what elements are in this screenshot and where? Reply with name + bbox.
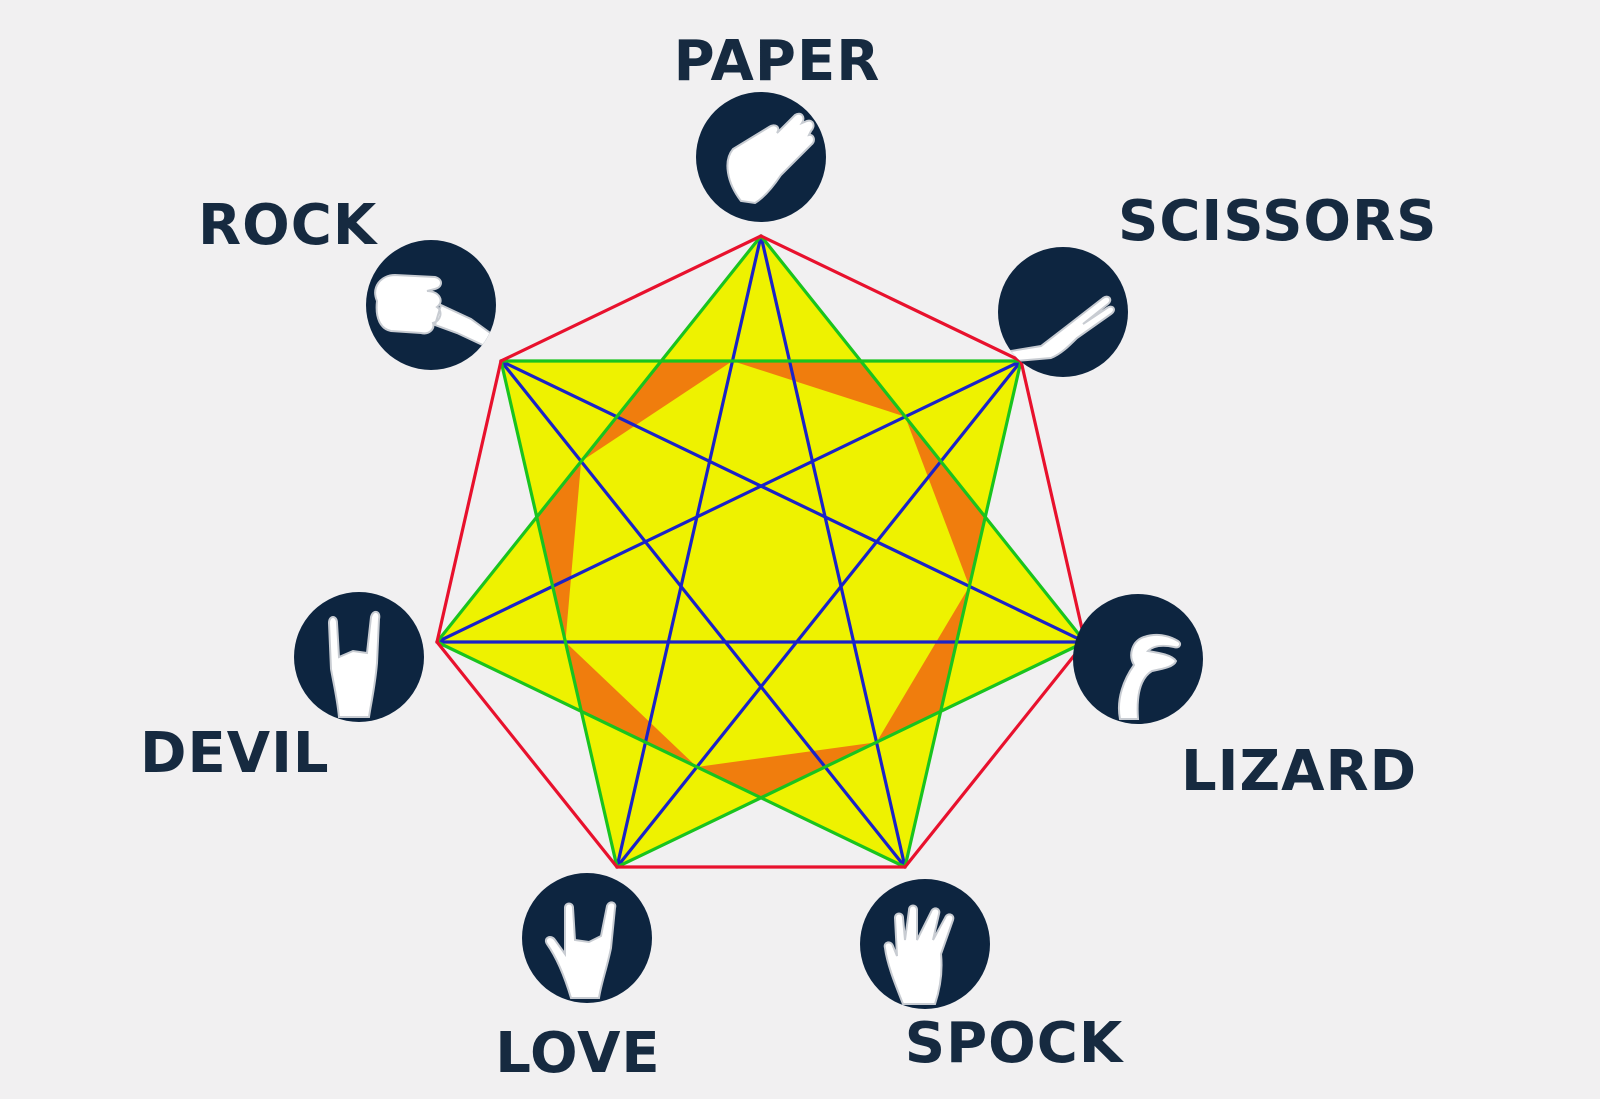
center-triangle xyxy=(876,586,970,743)
blue-heptagram-edge xyxy=(615,359,1023,869)
i-love-you-hand-icon xyxy=(545,901,617,999)
horns-hand-icon xyxy=(327,611,381,718)
label-scissors: SCISSORS xyxy=(1118,189,1437,254)
gesture-love xyxy=(522,873,652,1003)
center-triangle xyxy=(536,461,582,642)
green-heptagram-edge xyxy=(615,640,1087,869)
green-heptagram-edge xyxy=(435,234,763,644)
label-spock: SPOCK xyxy=(905,1011,1125,1076)
pinch-hand-icon xyxy=(1118,633,1182,720)
flat-hand-icon xyxy=(726,112,815,205)
red-heptagon-edge xyxy=(435,640,619,869)
center-triangle xyxy=(581,361,733,462)
red-heptagon-edge xyxy=(759,234,1023,363)
green-heptagram-edge xyxy=(499,359,619,869)
gesture-paper xyxy=(696,92,826,222)
center-triangle xyxy=(905,416,986,587)
blue-heptagram-edge xyxy=(759,234,907,869)
green-heptagram-edge xyxy=(435,640,907,869)
blue-heptagram-edge xyxy=(435,359,1023,644)
gesture-rock xyxy=(366,240,496,370)
icon-disc xyxy=(998,247,1128,377)
red-heptagon-edge xyxy=(903,640,1087,869)
center-triangle xyxy=(696,742,877,798)
vulcan-salute-hand-icon xyxy=(883,904,955,1005)
center-triangle xyxy=(732,361,906,417)
label-love: LOVE xyxy=(495,1021,660,1086)
label-paper: PAPER xyxy=(674,29,881,94)
red-heptagon-edge xyxy=(499,234,763,363)
gesture-scissors xyxy=(998,247,1128,377)
star-diagram xyxy=(435,234,1087,869)
blue-heptagram-edge xyxy=(499,359,1087,644)
green-heptagram-edge xyxy=(759,234,1087,644)
v-sign-hand-icon xyxy=(1004,295,1115,364)
gesture-devil xyxy=(294,592,424,722)
gesture-lizard xyxy=(1073,594,1203,724)
label-devil: DEVIL xyxy=(140,721,330,786)
blue-heptagram-edge xyxy=(499,359,907,869)
center-triangle xyxy=(565,642,697,767)
gesture-spock xyxy=(860,879,990,1009)
green-heptagram-edge xyxy=(903,359,1023,869)
icon-disc xyxy=(522,873,652,1003)
red-heptagon-edge xyxy=(1019,359,1087,644)
blue-heptagram-edge xyxy=(615,234,763,869)
label-rock: ROCK xyxy=(198,193,379,258)
label-lizard: LIZARD xyxy=(1181,739,1417,804)
red-heptagon-edge xyxy=(435,359,503,644)
